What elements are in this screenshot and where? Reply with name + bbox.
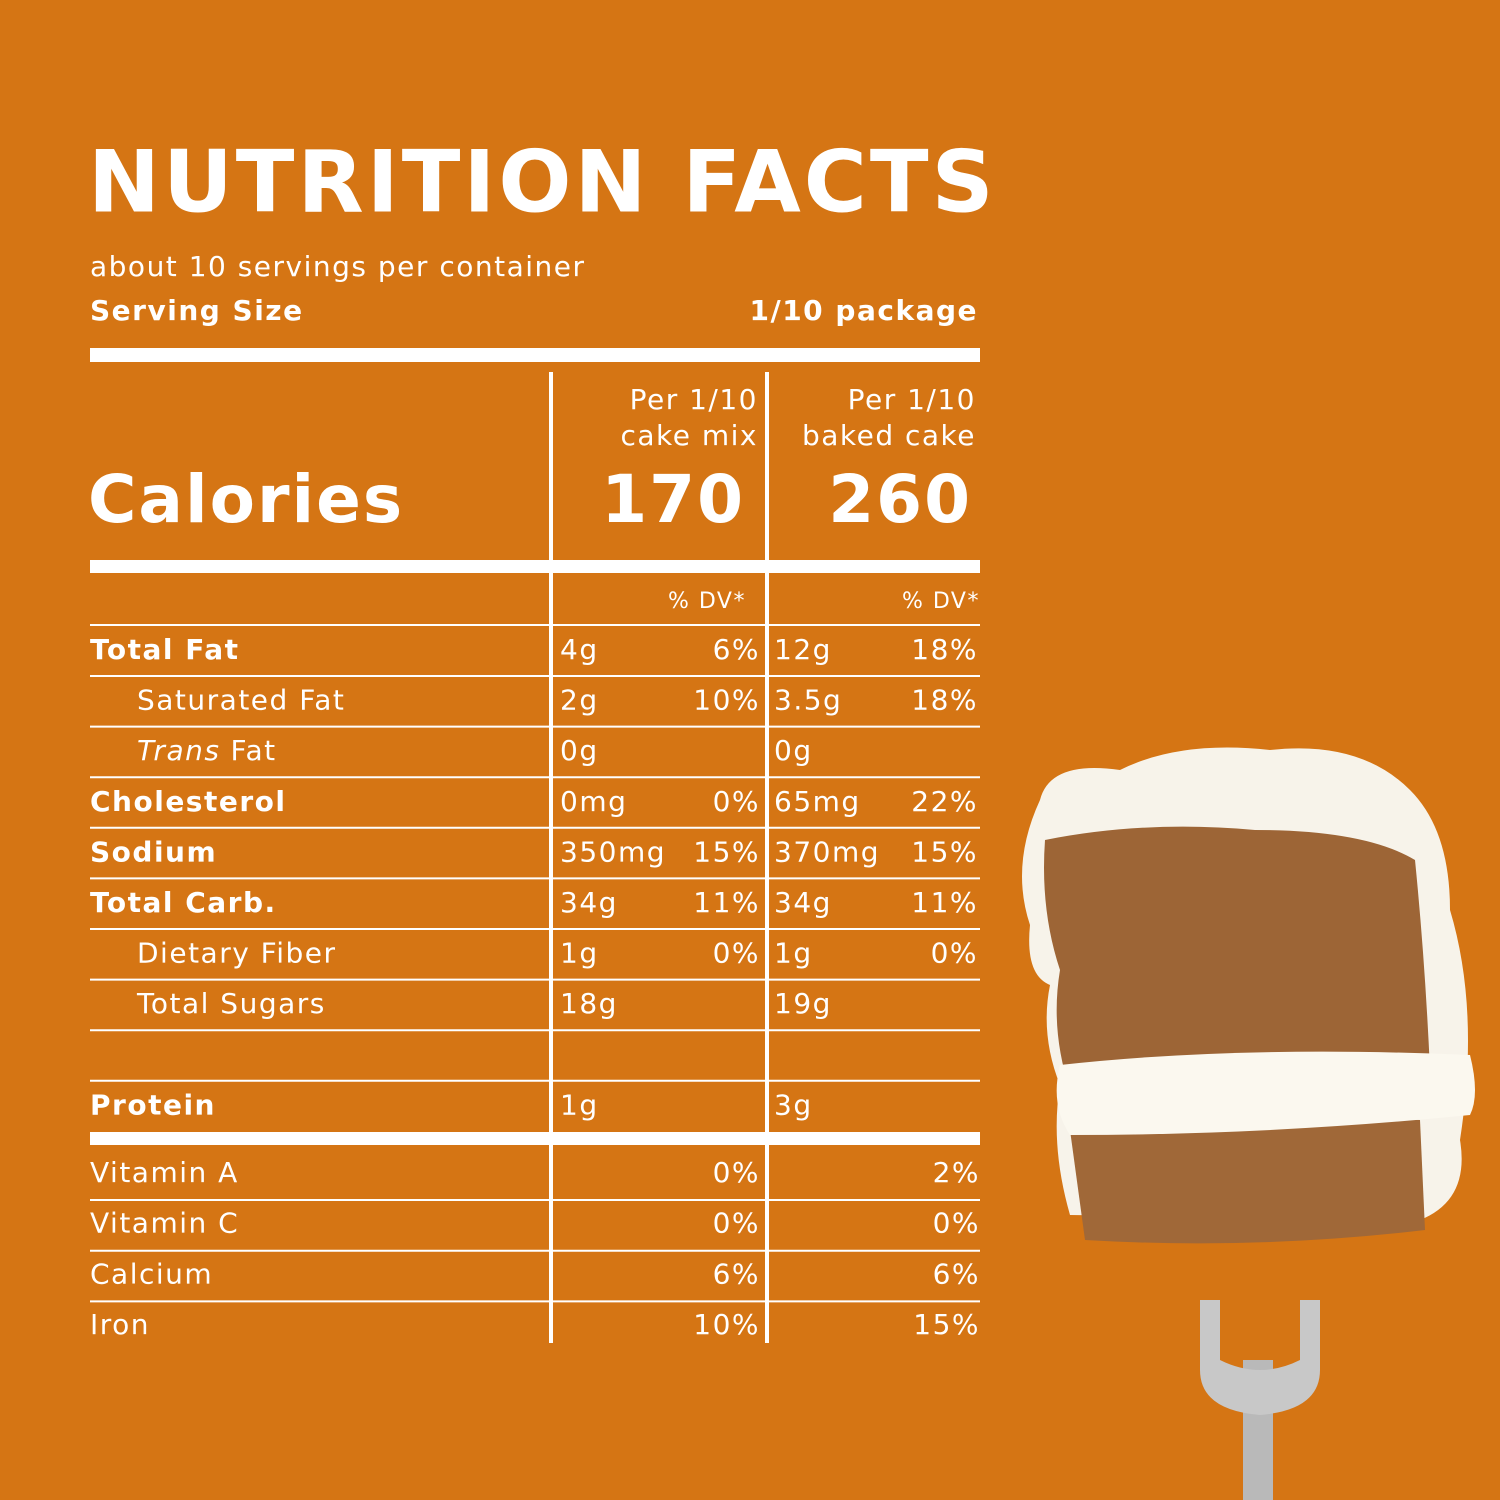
daily-value: 15% bbox=[911, 835, 978, 868]
nutrient-name: Protein bbox=[90, 1088, 216, 1121]
daily-value: 0% bbox=[713, 937, 760, 970]
amount: 3.5g bbox=[774, 684, 842, 717]
daily-value: 0% bbox=[931, 937, 978, 970]
daily-value: 11% bbox=[911, 886, 978, 919]
nutrient-name: Cholesterol bbox=[90, 785, 287, 818]
daily-value: 0% bbox=[713, 785, 760, 818]
daily-value: 6% bbox=[933, 1257, 980, 1290]
nutrient-name: Dietary Fiber bbox=[137, 937, 337, 970]
daily-value: 6% bbox=[713, 1257, 760, 1290]
amount: 65mg bbox=[774, 785, 861, 818]
divider bbox=[90, 1132, 980, 1145]
amount: 34g bbox=[774, 886, 832, 919]
daily-value: 10% bbox=[693, 1308, 760, 1341]
vitamin-name: Vitamin A bbox=[90, 1156, 239, 1189]
amount: 18g bbox=[560, 987, 618, 1020]
calories-label: Calories bbox=[88, 461, 404, 538]
daily-value: 11% bbox=[693, 886, 760, 919]
amount: 19g bbox=[774, 987, 832, 1020]
nutrient-name: Sodium bbox=[90, 835, 217, 868]
serving-size-label: Serving Size bbox=[90, 294, 304, 327]
divider bbox=[90, 348, 980, 362]
amount: 370mg bbox=[774, 835, 880, 868]
dv-header: % DV* bbox=[902, 589, 980, 614]
amount: 0g bbox=[774, 734, 813, 767]
calories-value: 170 bbox=[601, 461, 745, 538]
daily-value: 18% bbox=[911, 684, 978, 717]
amount: 3g bbox=[774, 1088, 813, 1121]
nutrient-name: Total Fat bbox=[90, 633, 240, 666]
nutrient-name: Saturated Fat bbox=[137, 684, 345, 717]
title: NUTRITION FACTS bbox=[88, 132, 997, 232]
cake-image bbox=[1022, 747, 1475, 1500]
divider bbox=[90, 560, 980, 573]
nutrient-name: Trans Fat bbox=[137, 734, 277, 767]
daily-value: 6% bbox=[713, 633, 760, 666]
servings: about 10 servings per container bbox=[90, 250, 585, 283]
serving-size: 1/10 package bbox=[749, 294, 978, 327]
daily-value: 18% bbox=[911, 633, 978, 666]
daily-value: 10% bbox=[693, 684, 760, 717]
nutrient-name: Total Sugars bbox=[136, 987, 326, 1020]
nutrient-name-italic: Trans bbox=[137, 734, 220, 767]
amount: 0mg bbox=[560, 785, 627, 818]
amount: 1g bbox=[560, 1088, 599, 1121]
vitamin-name: Iron bbox=[90, 1308, 150, 1341]
daily-value: 2% bbox=[933, 1156, 980, 1189]
column-header: Per 1/10 bbox=[848, 383, 976, 416]
amount: 350mg bbox=[560, 835, 666, 868]
calories-value: 260 bbox=[828, 461, 972, 538]
column-header: Per 1/10 bbox=[630, 383, 758, 416]
daily-value: 15% bbox=[693, 835, 760, 868]
daily-value: 15% bbox=[913, 1308, 980, 1341]
amount: 34g bbox=[560, 886, 618, 919]
daily-value: 0% bbox=[713, 1156, 760, 1189]
amount: 4g bbox=[560, 633, 599, 666]
column-header: baked cake bbox=[802, 419, 976, 452]
amount: 1g bbox=[560, 937, 599, 970]
amount: 0g bbox=[560, 734, 599, 767]
amount: 2g bbox=[560, 684, 599, 717]
daily-value: 0% bbox=[933, 1207, 980, 1240]
nutrient-name-rest: Fat bbox=[230, 734, 276, 767]
vitamin-name: Vitamin C bbox=[90, 1207, 239, 1240]
nutrient-name: Total Carb. bbox=[90, 886, 277, 919]
amount: 12g bbox=[774, 633, 832, 666]
column-header: cake mix bbox=[620, 419, 758, 452]
amount: 1g bbox=[774, 937, 813, 970]
daily-value: 22% bbox=[911, 785, 978, 818]
dv-header: % DV* bbox=[668, 589, 746, 614]
daily-value: 0% bbox=[713, 1207, 760, 1240]
vitamin-name: Calcium bbox=[90, 1257, 213, 1290]
